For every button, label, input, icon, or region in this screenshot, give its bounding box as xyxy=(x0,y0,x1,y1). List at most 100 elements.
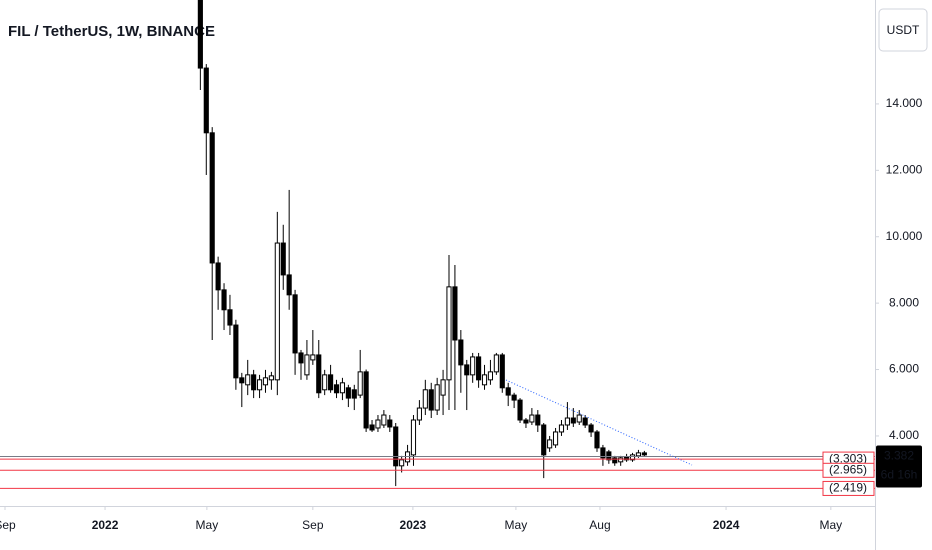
candle-body xyxy=(552,431,559,446)
trend-line xyxy=(505,379,693,466)
candle-body xyxy=(493,354,499,373)
candle-body xyxy=(351,389,357,399)
level-label-box xyxy=(822,480,875,496)
y-tick-label: 4.000 xyxy=(889,428,919,442)
candle-body xyxy=(399,459,405,467)
y-tick-label: 14.000 xyxy=(886,96,923,110)
x-tick-label: Sep xyxy=(302,518,324,532)
x-tick-label: May xyxy=(820,518,843,532)
candle-body xyxy=(541,424,547,456)
candle-body xyxy=(517,399,523,421)
currency-button[interactable] xyxy=(878,8,928,52)
candle-body xyxy=(416,407,422,421)
candle-body xyxy=(523,419,529,424)
y-tick-label: 10.000 xyxy=(886,229,923,243)
candle-body xyxy=(280,242,286,276)
candle-body xyxy=(594,431,600,449)
candle-body xyxy=(262,377,269,386)
candle-body xyxy=(345,387,351,399)
candle-body xyxy=(310,354,316,361)
candle-body xyxy=(600,447,606,459)
level-label-box xyxy=(822,462,875,478)
candle-body xyxy=(481,374,488,386)
x-tick-label: Sep xyxy=(0,518,16,532)
candle-body xyxy=(635,452,642,457)
candle-body xyxy=(476,356,482,381)
candle-body xyxy=(440,379,446,396)
candle-body xyxy=(499,354,505,389)
candle-body xyxy=(316,354,322,394)
level-label: (2.419) xyxy=(829,481,867,495)
candle-body xyxy=(422,389,428,409)
candle-body xyxy=(357,371,363,396)
candle-body xyxy=(458,339,464,366)
x-tick-label: 2023 xyxy=(400,518,427,532)
candle-body xyxy=(410,419,417,456)
x-tick-label: Aug xyxy=(589,518,610,532)
candle-body xyxy=(487,371,494,381)
candle-body xyxy=(304,354,310,376)
last-price-box xyxy=(876,445,922,488)
candle-body xyxy=(511,394,517,401)
y-tick-label: 12.000 xyxy=(886,162,923,176)
plot-area xyxy=(0,0,875,489)
candle-body xyxy=(393,426,399,467)
candle-body xyxy=(464,364,470,376)
candle-body xyxy=(428,389,434,411)
candle-body xyxy=(434,384,440,411)
candle-body xyxy=(274,242,280,381)
candle-body xyxy=(221,289,227,311)
candle-body xyxy=(209,132,215,264)
candle-body xyxy=(547,439,553,449)
candle-body xyxy=(612,457,618,464)
candle-body xyxy=(286,274,292,296)
candle-body xyxy=(197,0,203,69)
candle-body xyxy=(245,374,251,386)
x-tick-label: May xyxy=(505,518,528,532)
candle-body xyxy=(535,414,541,426)
level-label: (2.965) xyxy=(829,462,867,476)
candle-body xyxy=(641,452,647,456)
x-tick-label: May xyxy=(196,518,219,532)
y-tick-label: 6.000 xyxy=(889,362,919,376)
candle-body xyxy=(369,424,375,431)
candle-body xyxy=(292,294,298,354)
candle-body xyxy=(470,356,476,376)
candle-body xyxy=(564,417,570,426)
candle-body xyxy=(576,414,582,423)
candle-body xyxy=(529,414,535,423)
candle-body xyxy=(203,67,209,134)
x-tick-label: 2024 xyxy=(713,518,740,532)
currency-label[interactable]: USDT xyxy=(887,23,920,37)
candle-body xyxy=(251,374,257,391)
candle-body xyxy=(227,309,233,326)
candle-body xyxy=(381,414,387,426)
level-label: (3.303) xyxy=(829,451,867,465)
candle-body xyxy=(588,424,594,433)
overlay: (3.303)(2.965) (2.419) 3.382 6d 16h xyxy=(822,445,922,496)
chart-title: FIL / TetherUS, 1W, BINANCE xyxy=(8,23,215,40)
candle-body xyxy=(582,417,588,426)
x-tick-label: 2022 xyxy=(92,518,119,532)
candle-body xyxy=(446,286,452,381)
y-tick-label: 8.000 xyxy=(889,295,919,309)
candle-body xyxy=(363,371,369,429)
countdown-label: 6d 16h xyxy=(881,468,918,482)
candle-body xyxy=(606,451,612,461)
candle-body xyxy=(558,424,565,433)
candle-body xyxy=(215,262,221,291)
candle-body xyxy=(239,377,245,384)
candle-body xyxy=(505,387,511,396)
candle-body xyxy=(339,382,346,394)
candle-body xyxy=(233,324,239,379)
candle-body xyxy=(387,419,393,428)
candle-body xyxy=(333,384,340,394)
candle-body xyxy=(322,374,328,391)
candle-body xyxy=(328,374,334,391)
candle-body xyxy=(298,352,304,364)
candle-body xyxy=(570,417,576,424)
candle-body xyxy=(375,419,381,429)
candle-body xyxy=(618,457,624,463)
